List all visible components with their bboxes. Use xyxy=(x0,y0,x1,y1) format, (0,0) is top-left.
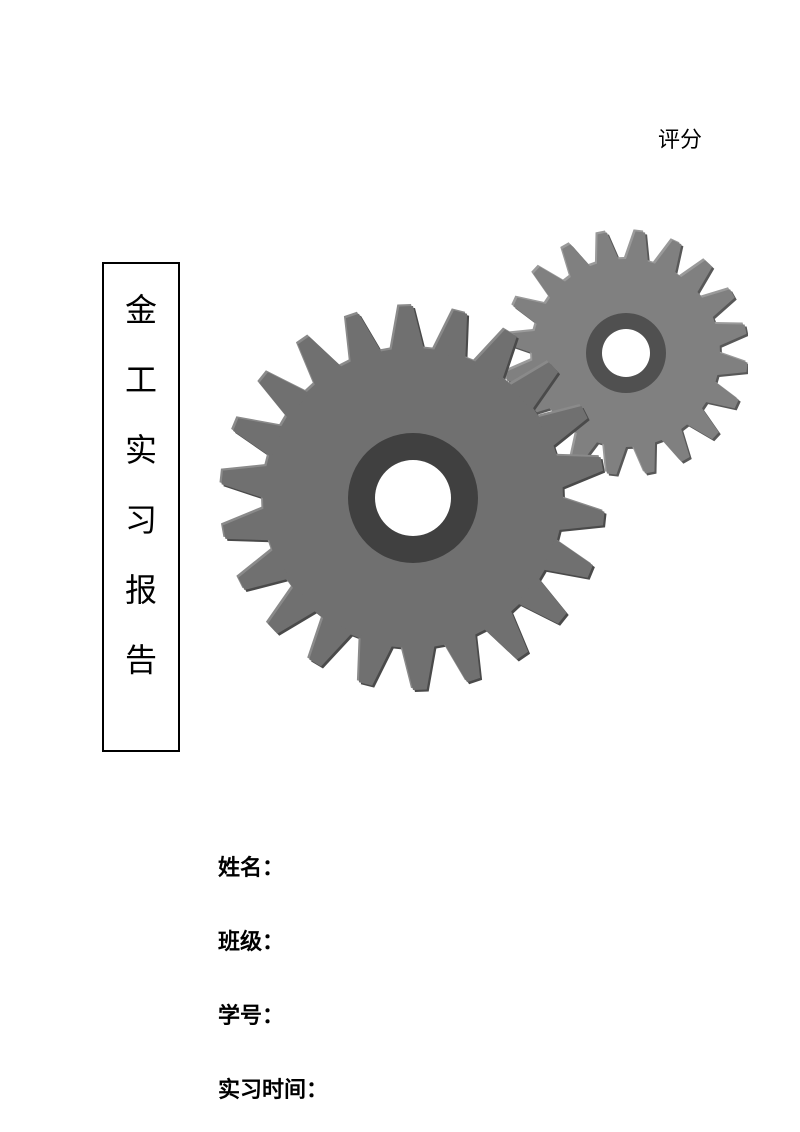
score-label: 评分 xyxy=(658,122,702,154)
title-char: 金 xyxy=(125,294,157,326)
title-char: 习 xyxy=(125,504,157,536)
title-box: 金 工 实 习 报 告 xyxy=(102,262,180,752)
title-char: 工 xyxy=(125,364,157,396)
title-char: 告 xyxy=(125,644,157,676)
title-char: 报 xyxy=(125,574,157,606)
title-char: 实 xyxy=(125,434,157,466)
class-label: 班级： xyxy=(218,924,328,956)
info-section: 姓名： 班级： 学号： 实习时间： xyxy=(218,850,328,1104)
id-label: 学号： xyxy=(218,998,328,1030)
name-label: 姓名： xyxy=(218,850,328,882)
time-label: 实习时间： xyxy=(218,1072,328,1104)
gears-illustration xyxy=(218,188,748,728)
